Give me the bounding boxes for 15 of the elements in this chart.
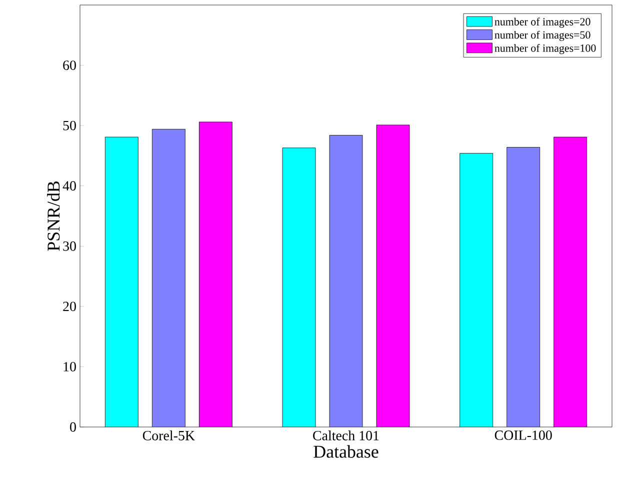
y-tick-label: 30 xyxy=(63,241,76,251)
y-tick-label: 40 xyxy=(62,181,76,191)
y-tick-label: 0 xyxy=(70,422,76,432)
legend-label: number of images=50 xyxy=(494,30,590,41)
y-axis-title: PSNR/dB xyxy=(47,181,60,251)
y-tick-label: 50 xyxy=(63,120,76,130)
legend-label: number of images=20 xyxy=(494,18,590,28)
x-tick-label: Caltech 101 xyxy=(313,430,379,440)
x-axis-title: Database xyxy=(314,445,378,458)
y-tick-label: 20 xyxy=(63,302,76,312)
y-tick-label: 60 xyxy=(63,60,76,70)
x-tick-label: COIL-100 xyxy=(494,430,552,440)
y-tick-label: 10 xyxy=(64,362,76,372)
legend-label: number of images=100 xyxy=(494,44,596,54)
x-tick-label: Corel-5K xyxy=(142,430,195,440)
